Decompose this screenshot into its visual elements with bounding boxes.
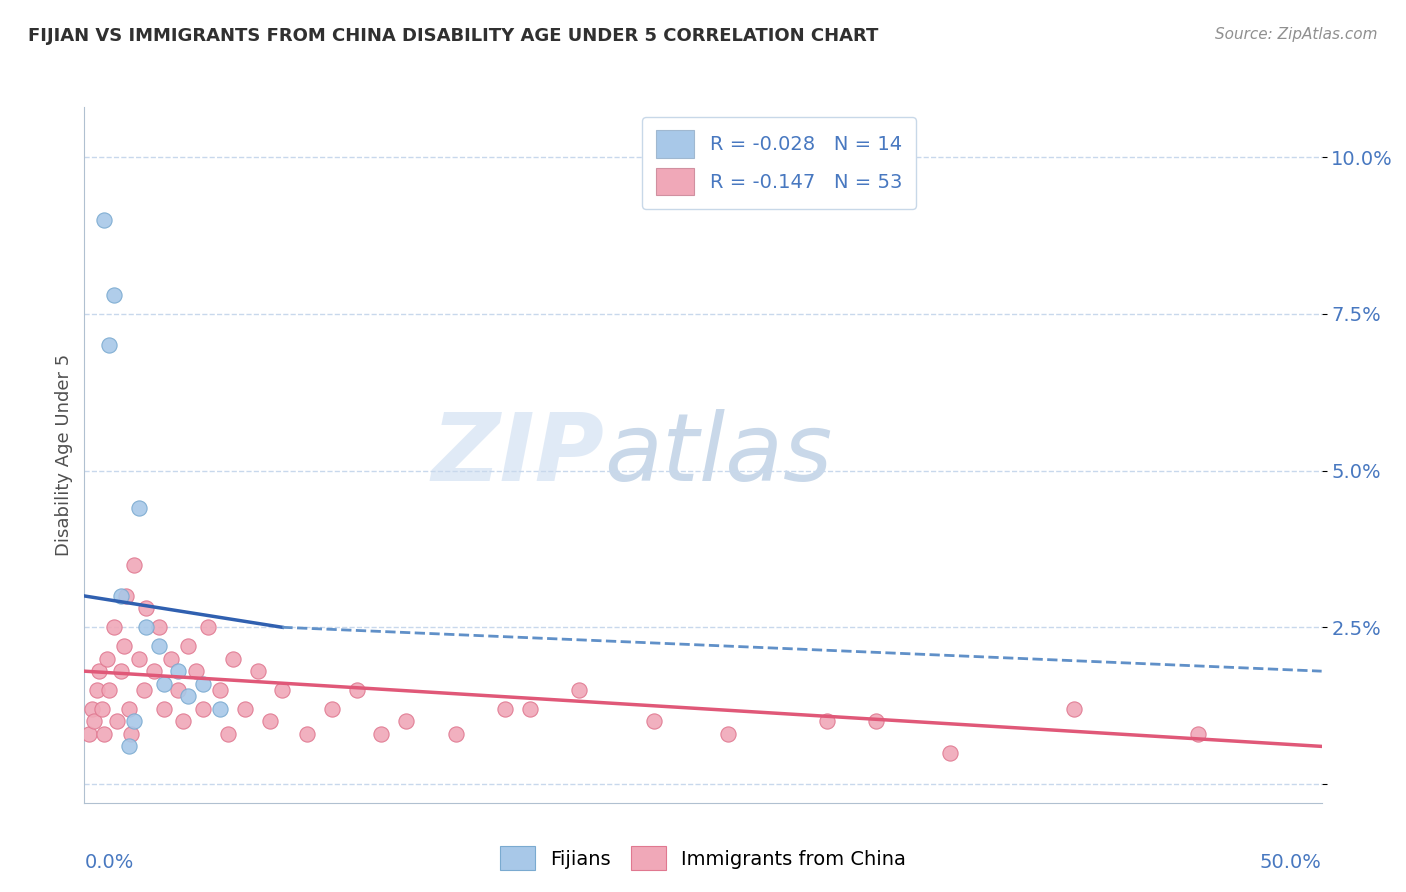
Point xyxy=(89,664,111,678)
Point xyxy=(217,727,239,741)
Point xyxy=(160,651,183,665)
Point xyxy=(259,714,281,729)
Point xyxy=(494,702,516,716)
Point xyxy=(148,639,170,653)
Y-axis label: Disability Age Under 5: Disability Age Under 5 xyxy=(55,354,73,556)
Point xyxy=(346,683,368,698)
Point xyxy=(90,702,112,716)
Point xyxy=(103,620,125,634)
Point xyxy=(79,727,101,741)
Point xyxy=(110,589,132,603)
Point xyxy=(112,639,135,653)
Point xyxy=(122,558,145,572)
Point xyxy=(1187,727,1209,741)
Point xyxy=(321,702,343,716)
Point xyxy=(122,714,145,729)
Point xyxy=(115,589,138,603)
Point xyxy=(103,288,125,302)
Point xyxy=(98,338,121,352)
Point xyxy=(370,727,392,741)
Point xyxy=(246,664,269,678)
Point xyxy=(96,651,118,665)
Point xyxy=(167,664,190,678)
Point xyxy=(1063,702,1085,716)
Text: ZIP: ZIP xyxy=(432,409,605,501)
Point xyxy=(128,651,150,665)
Point xyxy=(295,727,318,741)
Point xyxy=(271,683,294,698)
Point xyxy=(395,714,418,729)
Point xyxy=(209,683,232,698)
Point xyxy=(152,676,174,690)
Point xyxy=(865,714,887,729)
Point xyxy=(815,714,838,729)
Point xyxy=(135,601,157,615)
Point xyxy=(568,683,591,698)
Text: Source: ZipAtlas.com: Source: ZipAtlas.com xyxy=(1215,27,1378,42)
Text: FIJIAN VS IMMIGRANTS FROM CHINA DISABILITY AGE UNDER 5 CORRELATION CHART: FIJIAN VS IMMIGRANTS FROM CHINA DISABILI… xyxy=(28,27,879,45)
Point xyxy=(132,683,155,698)
Point xyxy=(177,690,200,704)
Point xyxy=(191,702,214,716)
Point xyxy=(519,702,541,716)
Point xyxy=(444,727,467,741)
Legend: Fijians, Immigrants from China: Fijians, Immigrants from China xyxy=(492,838,914,878)
Point xyxy=(167,683,190,698)
Point xyxy=(148,620,170,634)
Text: atlas: atlas xyxy=(605,409,832,500)
Point xyxy=(177,639,200,653)
Point xyxy=(93,212,115,227)
Point xyxy=(209,702,232,716)
Point xyxy=(128,501,150,516)
Point xyxy=(197,620,219,634)
Point xyxy=(222,651,245,665)
Point xyxy=(93,727,115,741)
Point xyxy=(118,739,141,754)
Point xyxy=(98,683,121,698)
Point xyxy=(105,714,128,729)
Point xyxy=(233,702,256,716)
Legend: R = -0.028   N = 14, R = -0.147   N = 53: R = -0.028 N = 14, R = -0.147 N = 53 xyxy=(643,117,915,209)
Point xyxy=(86,683,108,698)
Point xyxy=(142,664,165,678)
Point xyxy=(80,702,103,716)
Point xyxy=(152,702,174,716)
Point xyxy=(172,714,194,729)
Point xyxy=(83,714,105,729)
Text: 50.0%: 50.0% xyxy=(1260,853,1322,872)
Text: 0.0%: 0.0% xyxy=(84,853,134,872)
Point xyxy=(135,620,157,634)
Point xyxy=(110,664,132,678)
Point xyxy=(191,676,214,690)
Point xyxy=(184,664,207,678)
Point xyxy=(717,727,740,741)
Point xyxy=(643,714,665,729)
Point xyxy=(939,746,962,760)
Point xyxy=(118,702,141,716)
Point xyxy=(120,727,142,741)
